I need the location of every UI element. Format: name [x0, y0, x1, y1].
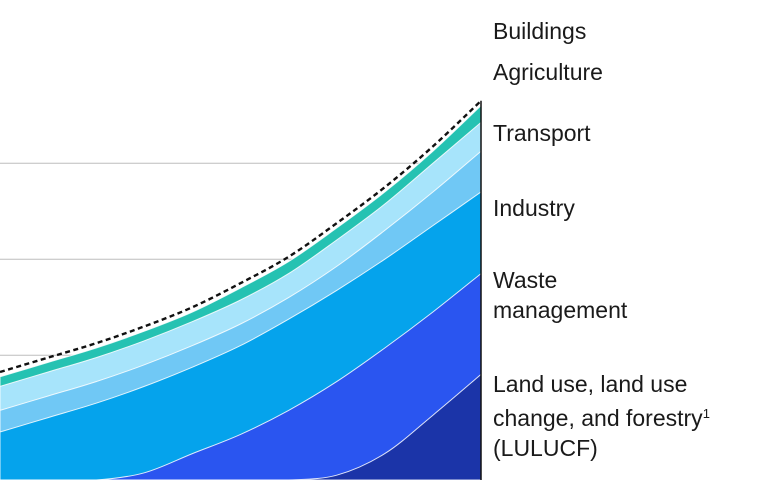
- legend-label-lulucf-line1: Land use, land use: [493, 371, 688, 397]
- legend-label-waste-line1: Waste: [493, 267, 558, 293]
- area-land-use-land-use-change-and-forestry: [0, 373, 482, 480]
- area-waste-management: [0, 272, 482, 480]
- legend-label-transport: Transport: [493, 120, 591, 146]
- legend-label-waste: Waste management: [493, 265, 627, 325]
- legend-label-lulucf: Land use, land use change, and forestry1…: [493, 369, 710, 463]
- legend-label-lulucf-line3: (LULUCF): [493, 435, 598, 461]
- footnote-marker: 1: [702, 406, 710, 421]
- total-emissions-dashed-line: [0, 99, 482, 374]
- legend-label-buildings: Buildings: [493, 18, 587, 44]
- legend-label-agriculture: Agriculture: [493, 59, 603, 85]
- legend-label-waste-line2: management: [493, 297, 628, 323]
- legend-label-industry: Industry: [493, 195, 575, 221]
- total-line: [0, 99, 482, 374]
- legend-label-lulucf-line2: change, and forestry1: [493, 399, 710, 433]
- legend-label-lulucf-line2-text: change, and forestry: [493, 405, 703, 431]
- area-series: [0, 104, 482, 480]
